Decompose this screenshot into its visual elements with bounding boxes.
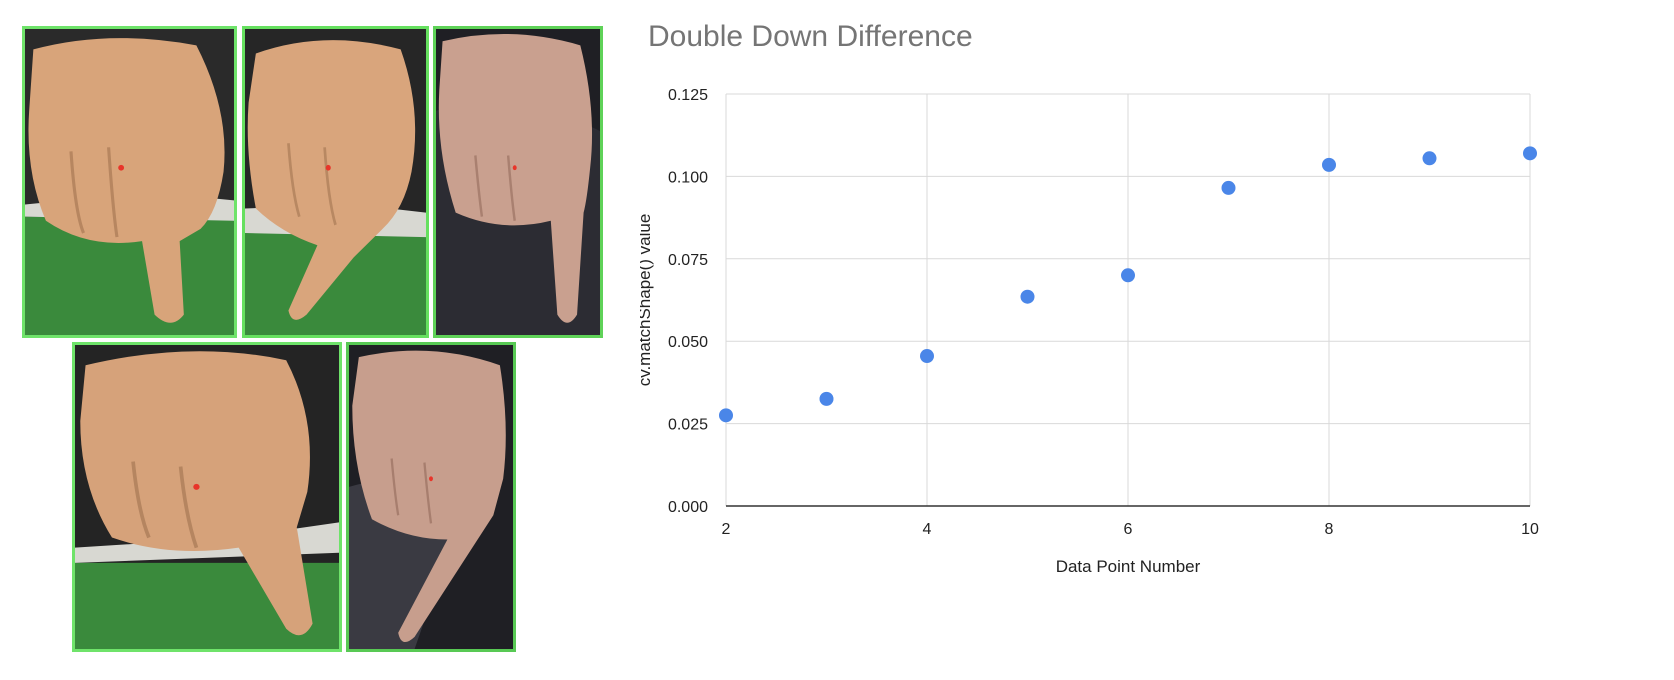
red-marker <box>512 165 517 171</box>
y-tick-label: 0.025 <box>668 417 708 434</box>
hand-photo-4 <box>72 342 342 652</box>
y-tick-label: 0.075 <box>668 252 708 269</box>
red-marker <box>193 483 200 490</box>
data-point <box>1523 146 1537 161</box>
red-marker <box>118 164 125 171</box>
data-point <box>1020 289 1035 304</box>
data-point <box>1121 268 1135 283</box>
hand-pointing-down-icon <box>349 345 513 649</box>
y-tick-labels: 0.000 0.025 0.050 0.075 0.100 0.125 <box>668 87 708 516</box>
x-tick-labels: 2 4 6 8 10 <box>722 521 1539 538</box>
x-tick-label: 6 <box>1124 521 1133 538</box>
hand-photo-2 <box>242 26 429 338</box>
data-point <box>1422 151 1437 166</box>
hand-photo-3 <box>433 26 603 338</box>
red-marker <box>325 164 331 171</box>
data-points <box>719 146 1537 423</box>
data-point <box>920 349 934 364</box>
x-tick-label: 8 <box>1325 521 1334 538</box>
data-point <box>1221 180 1236 195</box>
x-tick-label: 2 <box>722 521 731 538</box>
chart-title: Double Down Difference <box>648 20 973 53</box>
y-axis-label: cv.matchShape() value <box>640 214 654 387</box>
y-tick-label: 0.050 <box>668 334 708 351</box>
x-tick-label: 4 <box>923 521 932 538</box>
data-point <box>719 408 733 423</box>
hand-pointing-down-icon <box>75 345 339 649</box>
grid <box>725 93 1531 506</box>
y-tick-label: 0.000 <box>668 499 708 516</box>
x-axis-label: Data Point Number <box>1056 557 1201 576</box>
data-point <box>1322 157 1336 172</box>
hand-pointing-down-icon <box>436 29 600 335</box>
hand-photo-5 <box>346 342 516 652</box>
scatter-chart: Double Down Difference 0.0000.0250.0500.… <box>640 20 1539 576</box>
x-tick-label: 10 <box>1521 521 1539 538</box>
data-point <box>819 391 834 406</box>
red-marker <box>429 476 433 482</box>
y-tick-label: 0.125 <box>668 87 708 104</box>
hand-photo-1 <box>22 26 237 338</box>
hand-pointing-down-icon <box>25 29 234 335</box>
hand-pointing-down-icon <box>245 29 426 335</box>
y-tick-label: 0.100 <box>668 169 708 186</box>
